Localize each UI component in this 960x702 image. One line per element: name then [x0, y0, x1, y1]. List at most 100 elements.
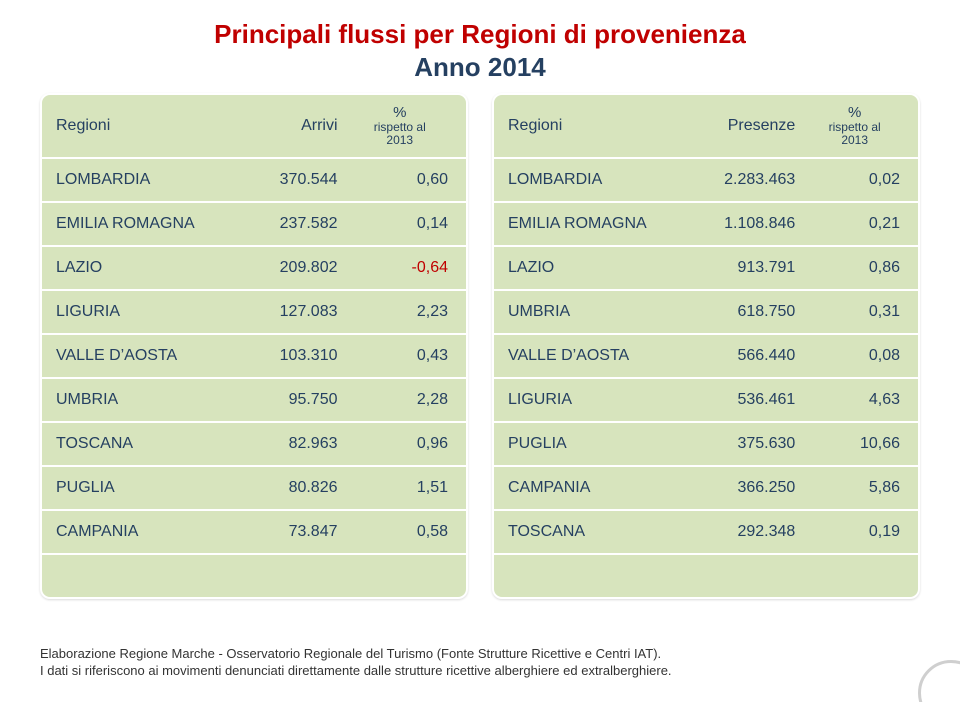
cell-region: LIGURIA: [494, 378, 693, 422]
cell-pct: 2,28: [352, 378, 467, 422]
cell-pct: 0,60: [352, 158, 467, 202]
cell-pct: 2,23: [352, 290, 467, 334]
presences-table: Regioni Presenze % rispetto al 2013: [494, 95, 918, 597]
cell-value: 2.283.463: [693, 158, 810, 202]
table-row: PUGLIA375.63010,66: [494, 422, 918, 466]
hdr-label: Presenze: [728, 117, 796, 134]
corner-decoration: [918, 660, 960, 702]
table-row: VALLE D’AOSTA566.4400,08: [494, 334, 918, 378]
cell-region: UMBRIA: [494, 290, 693, 334]
tables-container: Regioni Arrivi % rispetto al 2013: [40, 93, 920, 599]
page: Principali flussi per Regioni di proveni…: [0, 0, 960, 702]
arrivals-header-value: Arrivi: [237, 95, 351, 158]
table-row: CAMPANIA366.2505,86: [494, 466, 918, 510]
footnote-line2: I dati si riferiscono ai movimenti denun…: [40, 662, 920, 680]
hdr-label: Arrivi: [301, 117, 337, 134]
hdr-label: Regioni: [508, 117, 562, 134]
page-title: Principali flussi per Regioni di proveni…: [40, 18, 920, 83]
cell-value: 209.802: [237, 246, 351, 290]
table-row: LIGURIA127.0832,23: [42, 290, 466, 334]
cell-region: PUGLIA: [494, 422, 693, 466]
cell-pct: 0,08: [809, 334, 918, 378]
cell-value: 370.544: [237, 158, 351, 202]
cell-region: CAMPANIA: [42, 510, 237, 554]
title-line2: Anno 2014: [40, 51, 920, 84]
arrivals-header-region: Regioni: [42, 95, 237, 158]
cell-value: 536.461: [693, 378, 810, 422]
cell-region: LAZIO: [494, 246, 693, 290]
presences-body: LOMBARDIA2.283.4630,02EMILIA ROMAGNA1.10…: [494, 158, 918, 597]
cell-value: 73.847: [237, 510, 351, 554]
cell-value: 375.630: [693, 422, 810, 466]
cell-value: 237.582: [237, 202, 351, 246]
cell-pct: 5,86: [809, 466, 918, 510]
cell-value: 566.440: [693, 334, 810, 378]
table-row: PUGLIA80.8261,51: [42, 466, 466, 510]
presences-header-value: Presenze: [693, 95, 810, 158]
cell-pct: 0,86: [809, 246, 918, 290]
arrivals-header-pct: % rispetto al 2013: [352, 95, 467, 158]
arrivals-body: LOMBARDIA370.5440,60EMILIA ROMAGNA237.58…: [42, 158, 466, 597]
cell-region: TOSCANA: [42, 422, 237, 466]
cell-pct: 10,66: [809, 422, 918, 466]
cell-value: 95.750: [237, 378, 351, 422]
cell-region: LOMBARDIA: [494, 158, 693, 202]
cell-region: UMBRIA: [42, 378, 237, 422]
cell-region: VALLE D’AOSTA: [42, 334, 237, 378]
cell-region: EMILIA ROMAGNA: [494, 202, 693, 246]
cell-value: 127.083: [237, 290, 351, 334]
cell-pct: 0,19: [809, 510, 918, 554]
cell-value: 366.250: [693, 466, 810, 510]
cell-value: 1.108.846: [693, 202, 810, 246]
table-row: TOSCANA82.9630,96: [42, 422, 466, 466]
table-row: UMBRIA95.7502,28: [42, 378, 466, 422]
table-row: UMBRIA618.7500,31: [494, 290, 918, 334]
table-row-spacer: [494, 554, 918, 597]
cell-region: LOMBARDIA: [42, 158, 237, 202]
cell-region: PUGLIA: [42, 466, 237, 510]
cell-value: 913.791: [693, 246, 810, 290]
table-row: LAZIO913.7910,86: [494, 246, 918, 290]
cell-value: 103.310: [237, 334, 351, 378]
cell-region: TOSCANA: [494, 510, 693, 554]
presences-panel: Regioni Presenze % rispetto al 2013: [492, 93, 920, 599]
table-row: LOMBARDIA370.5440,60: [42, 158, 466, 202]
presences-header-region: Regioni: [494, 95, 693, 158]
cell-pct: -0,64: [352, 246, 467, 290]
cell-pct: 4,63: [809, 378, 918, 422]
footnote-line1: Elaborazione Regione Marche - Osservator…: [40, 645, 920, 663]
hdr-label: %: [393, 105, 406, 122]
cell-pct: 0,14: [352, 202, 467, 246]
cell-pct: 0,96: [352, 422, 467, 466]
cell-region: CAMPANIA: [494, 466, 693, 510]
table-row: CAMPANIA73.8470,58: [42, 510, 466, 554]
arrivals-table: Regioni Arrivi % rispetto al 2013: [42, 95, 466, 597]
footnote: Elaborazione Regione Marche - Osservator…: [40, 645, 920, 680]
presences-header-pct: % rispetto al 2013: [809, 95, 918, 158]
title-line1: Principali flussi per Regioni di proveni…: [40, 18, 920, 51]
hdr-label: 2013: [841, 134, 868, 147]
table-row: EMILIA ROMAGNA1.108.8460,21: [494, 202, 918, 246]
hdr-label: %: [848, 105, 861, 122]
cell-pct: 0,43: [352, 334, 467, 378]
table-row: LOMBARDIA2.283.4630,02: [494, 158, 918, 202]
cell-pct: 0,21: [809, 202, 918, 246]
cell-region: LIGURIA: [42, 290, 237, 334]
hdr-label: Regioni: [56, 117, 110, 134]
table-row: VALLE D’AOSTA103.3100,43: [42, 334, 466, 378]
table-row: EMILIA ROMAGNA237.5820,14: [42, 202, 466, 246]
table-row: LIGURIA536.4614,63: [494, 378, 918, 422]
cell-value: 80.826: [237, 466, 351, 510]
cell-pct: 0,02: [809, 158, 918, 202]
cell-value: 82.963: [237, 422, 351, 466]
cell-region: LAZIO: [42, 246, 237, 290]
cell-region: EMILIA ROMAGNA: [42, 202, 237, 246]
cell-value: 292.348: [693, 510, 810, 554]
cell-pct: 1,51: [352, 466, 467, 510]
hdr-label: 2013: [386, 134, 413, 147]
cell-pct: 0,31: [809, 290, 918, 334]
cell-pct: 0,58: [352, 510, 467, 554]
table-row-spacer: [42, 554, 466, 597]
cell-value: 618.750: [693, 290, 810, 334]
cell-region: VALLE D’AOSTA: [494, 334, 693, 378]
